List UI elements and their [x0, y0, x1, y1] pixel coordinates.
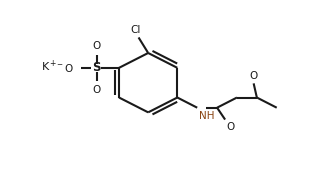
- Text: S: S: [92, 61, 101, 74]
- Text: NH: NH: [199, 111, 214, 121]
- Text: O: O: [250, 71, 258, 81]
- Text: O: O: [227, 122, 235, 132]
- Text: O: O: [92, 41, 101, 51]
- Text: K$^+$: K$^+$: [41, 59, 57, 74]
- Text: O: O: [92, 85, 101, 95]
- Text: $^-$O: $^-$O: [55, 62, 74, 74]
- Text: Cl: Cl: [131, 25, 141, 35]
